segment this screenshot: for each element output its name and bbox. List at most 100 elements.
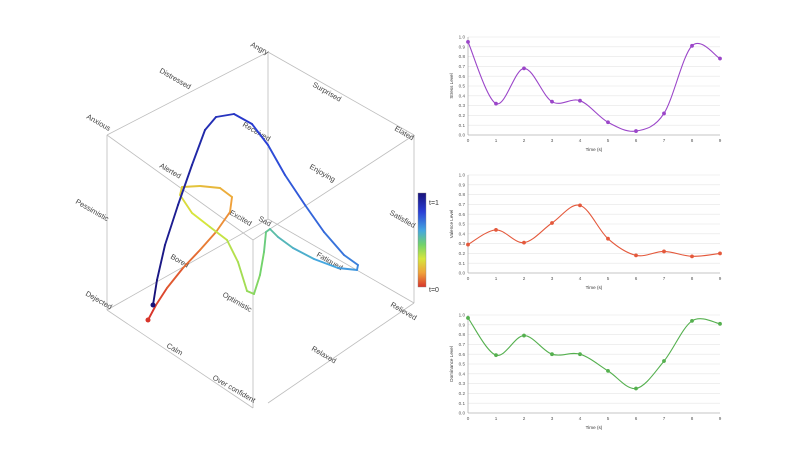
y-tick-label: 0.6 <box>459 352 466 357</box>
trajectory-segment <box>269 228 279 238</box>
x-tick-label: 4 <box>579 138 582 143</box>
x-axis-label: Time (s) <box>586 285 603 290</box>
trajectory-segment <box>179 186 183 196</box>
trajectory-segment <box>233 113 253 125</box>
y-tick-label: 0.2 <box>459 113 466 118</box>
y-tick-label: 0.3 <box>459 241 466 246</box>
trajectory-segment <box>164 204 179 246</box>
series-line <box>467 41 721 132</box>
data-point <box>466 242 470 247</box>
x-tick-label: 6 <box>635 138 638 143</box>
trajectory-segment <box>219 187 233 198</box>
trajectory-segment <box>215 113 235 118</box>
x-axis-label: Time (s) <box>586 147 603 152</box>
data-point <box>494 101 498 106</box>
x-tick-label: 3 <box>551 416 554 421</box>
data-point <box>494 227 498 232</box>
x-tick-label: 3 <box>551 138 554 143</box>
y-tick-label: 0.8 <box>459 192 466 197</box>
trajectory-segment <box>292 247 315 260</box>
x-tick-label: 7 <box>663 138 666 143</box>
y-tick-label: 0.9 <box>459 44 466 49</box>
y-tick-label: 0.1 <box>459 123 466 128</box>
x-tick-label: 2 <box>523 276 526 281</box>
label-optimistic: Optimistic <box>221 290 254 314</box>
colorbar-bottom-label: t=0 <box>429 287 439 294</box>
data-point <box>690 254 694 259</box>
data-point <box>690 43 694 48</box>
label-satisfied: Satisfied <box>388 208 417 230</box>
x-tick-label: 9 <box>719 276 722 281</box>
trajectory-segment <box>191 129 206 166</box>
emotion-cube-3d-plot: Angry Surprised Elated Satisfied Relieve… <box>74 40 439 409</box>
y-tick-label: 0.5 <box>459 362 466 367</box>
trajectory-segment <box>209 226 228 241</box>
trajectory-segment <box>182 249 201 269</box>
x-tick-label: 3 <box>551 276 554 281</box>
y-tick-label: 0.8 <box>459 332 466 337</box>
trajectory-segment <box>263 231 267 253</box>
trajectory-segment <box>229 196 233 213</box>
x-tick-label: 9 <box>719 138 722 143</box>
cube-edges <box>106 51 415 409</box>
dominance-level-chart: 0.0 0.1 0.2 0.3 0.4 0.5 0.6 0.7 0.8 0.9 1.0 0 1 2 3 4 5 6… <box>440 306 806 446</box>
y-tick-label: 0.0 <box>459 133 466 138</box>
label-dejected: Dejected <box>84 289 114 311</box>
y-tick-label: 0.3 <box>459 103 466 108</box>
y-tick-label: 0.3 <box>459 381 466 386</box>
x-tick-label: 7 <box>663 276 666 281</box>
x-tick-label: 5 <box>607 416 610 421</box>
y-axis-label: Valence Level <box>449 210 454 239</box>
y-axis-label: Stress Level <box>449 73 454 98</box>
x-tick-label: 6 <box>635 416 638 421</box>
data-point <box>550 352 554 357</box>
data-point <box>522 240 526 245</box>
data-point <box>606 120 610 125</box>
data-point <box>662 359 666 363</box>
label-relaxed: Relaxed <box>310 344 338 365</box>
trajectory-segment <box>246 290 255 295</box>
trajectory-segment <box>166 267 184 289</box>
data-point <box>578 98 582 103</box>
valence-level-chart: 0.0 0.1 0.2 0.3 0.4 0.5 0.6 0.7 0.8 0.9 1.0 0 1 2 3 4 5 6… <box>440 166 806 306</box>
x-tick-label: 0 <box>467 138 470 143</box>
trajectory-segment <box>304 204 325 233</box>
x-tick-label: 7 <box>663 416 666 421</box>
x-tick-label: 4 <box>579 276 582 281</box>
series-line <box>467 204 721 257</box>
data-point <box>550 99 554 104</box>
trajectory-segment <box>179 194 193 214</box>
data-point <box>466 40 470 44</box>
cube-edge <box>267 218 415 304</box>
y-tick-label: 0.2 <box>459 251 466 256</box>
valence-level-svg: 0.0 0.1 0.2 0.3 0.4 0.5 0.6 0.7 0.8 0.9 1.0 0 1 2 3 4 5 6… <box>449 173 722 290</box>
y-tick-label: 0.1 <box>459 401 466 406</box>
y-tick-label: 0.4 <box>459 93 466 98</box>
x-tick-label: 8 <box>691 416 694 421</box>
trajectory-segment <box>343 254 359 266</box>
y-tick-label: 1.0 <box>459 35 466 40</box>
y-tick-label: 0.5 <box>459 222 466 227</box>
colorbar-top-label: t=1 <box>429 200 439 207</box>
label-alerted: Alerted <box>158 161 183 181</box>
trajectory-segment <box>277 236 294 249</box>
y-tick-label: 0.5 <box>459 84 466 89</box>
trajectory-segment <box>199 231 217 251</box>
series-line <box>467 317 721 390</box>
label-bored: Bored <box>169 252 191 270</box>
x-tick-label: 5 <box>607 138 610 143</box>
label-elated: Elated <box>393 124 416 142</box>
y-tick-label: 0.2 <box>459 391 466 396</box>
time-colorbar: t=1 t=0 <box>417 192 439 294</box>
cube-edge <box>267 51 415 136</box>
data-point <box>494 353 498 358</box>
trajectory-segment <box>259 251 265 276</box>
y-tick-label: 0.7 <box>459 342 466 347</box>
trajectory-start-point <box>145 317 151 323</box>
x-tick-label: 1 <box>495 276 498 281</box>
x-tick-label: 0 <box>467 276 470 281</box>
emotion-cube-svg: Angry Surprised Elated Satisfied Relieve… <box>74 40 439 409</box>
y-tick-label: 0.7 <box>459 202 466 207</box>
data-point <box>634 253 638 258</box>
x-axis-label: Time (s) <box>586 425 603 430</box>
